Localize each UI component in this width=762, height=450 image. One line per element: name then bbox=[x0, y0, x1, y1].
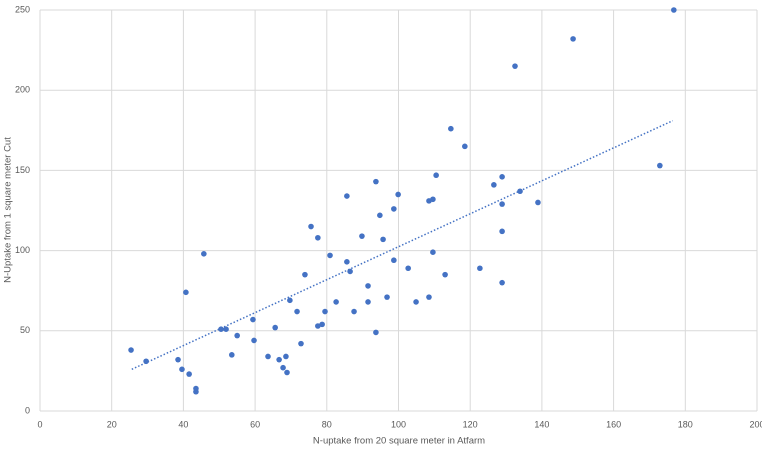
scatter-point bbox=[499, 174, 505, 180]
scatter-point bbox=[284, 369, 290, 376]
x-tick-label: 80 bbox=[322, 419, 332, 429]
scatter-point bbox=[351, 308, 357, 315]
scatter-point bbox=[477, 265, 483, 272]
scatter-point bbox=[234, 332, 240, 339]
scatter-point bbox=[186, 371, 192, 377]
y-tick-label: 200 bbox=[15, 85, 30, 95]
scatter-point bbox=[265, 353, 271, 360]
x-tick-label: 180 bbox=[678, 419, 693, 429]
scatter-point bbox=[384, 294, 390, 300]
scatter-point bbox=[365, 283, 371, 289]
scatter-point bbox=[143, 358, 149, 365]
scatter-point bbox=[276, 356, 282, 363]
scatter-point bbox=[671, 7, 677, 13]
x-tick-label: 0 bbox=[37, 419, 42, 429]
scatter-point bbox=[283, 353, 289, 360]
scatter-point bbox=[433, 172, 439, 179]
scatter-point bbox=[570, 36, 576, 42]
scatter-point bbox=[442, 271, 448, 278]
scatter-point bbox=[344, 259, 350, 265]
scatter-point bbox=[179, 366, 185, 373]
scatter-point bbox=[359, 233, 365, 239]
scatter-point bbox=[228, 352, 235, 358]
scatter-point bbox=[315, 234, 321, 241]
x-tick-label: 120 bbox=[463, 419, 478, 429]
x-tick-label: 60 bbox=[250, 419, 260, 429]
scatter-point bbox=[426, 294, 432, 300]
scatter-point bbox=[223, 326, 229, 332]
y-tick-label: 50 bbox=[20, 325, 30, 335]
scatter-point bbox=[294, 308, 300, 315]
scatter-point bbox=[347, 268, 353, 275]
scatter-point bbox=[491, 182, 497, 188]
scatter-point bbox=[391, 206, 397, 212]
scatter-point bbox=[128, 347, 134, 353]
y-tick-label: 150 bbox=[15, 165, 30, 175]
scatter-point bbox=[395, 191, 401, 198]
scatter-point bbox=[175, 356, 181, 363]
scatter-point bbox=[499, 279, 505, 286]
scatter-point bbox=[327, 252, 333, 259]
y-tick-label: 250 bbox=[15, 4, 30, 14]
scatter-point bbox=[380, 236, 386, 243]
x-axis-title: N-uptake from 20 square meter in Atfarm bbox=[313, 436, 485, 447]
x-tick-label: 160 bbox=[606, 419, 621, 429]
x-tick-label: 200 bbox=[749, 419, 762, 429]
scatter-point bbox=[377, 212, 383, 219]
scatter-point bbox=[373, 178, 379, 185]
scatter-point bbox=[517, 188, 523, 195]
scatter-point bbox=[430, 196, 436, 203]
scatter-point bbox=[413, 299, 419, 305]
scatter-point bbox=[499, 228, 505, 235]
y-tick-label: 100 bbox=[15, 245, 30, 255]
x-tick-label: 100 bbox=[391, 419, 406, 429]
scatter-point bbox=[462, 143, 468, 150]
scatter-point bbox=[512, 63, 518, 69]
scatter-point bbox=[308, 223, 314, 230]
trendline bbox=[131, 119, 674, 370]
scatter-point bbox=[319, 321, 325, 328]
scatter-point bbox=[535, 199, 541, 206]
scatter-point bbox=[280, 364, 286, 371]
scatter-point bbox=[183, 289, 189, 296]
scatter-point bbox=[365, 299, 371, 305]
scatter-point bbox=[657, 162, 663, 169]
x-tick-label: 20 bbox=[107, 419, 117, 429]
scatter-point bbox=[430, 249, 436, 256]
scatter-point bbox=[344, 193, 350, 199]
scatter-point bbox=[287, 297, 293, 304]
scatter-point bbox=[391, 257, 397, 264]
scatter-point bbox=[499, 201, 505, 207]
scatter-point bbox=[250, 316, 256, 323]
scatter-point bbox=[298, 340, 304, 347]
y-tick-label: 0 bbox=[25, 405, 30, 415]
scatter-point bbox=[251, 337, 257, 344]
scatter-point bbox=[201, 251, 207, 257]
scatter-point bbox=[193, 388, 199, 395]
scatter-point bbox=[272, 324, 278, 331]
scatter-point bbox=[315, 323, 321, 329]
y-axis-title: N-Uptake from 1 square meter Cut bbox=[3, 137, 14, 283]
scatter-point bbox=[448, 125, 454, 132]
scatter-point bbox=[373, 329, 379, 336]
scatter-point bbox=[322, 308, 328, 315]
scatter-point bbox=[405, 265, 411, 272]
x-tick-label: 40 bbox=[178, 419, 188, 429]
x-tick-label: 140 bbox=[534, 419, 549, 429]
scatter-point bbox=[218, 326, 224, 332]
scatter-point bbox=[333, 299, 339, 305]
scatter-point bbox=[302, 271, 308, 278]
